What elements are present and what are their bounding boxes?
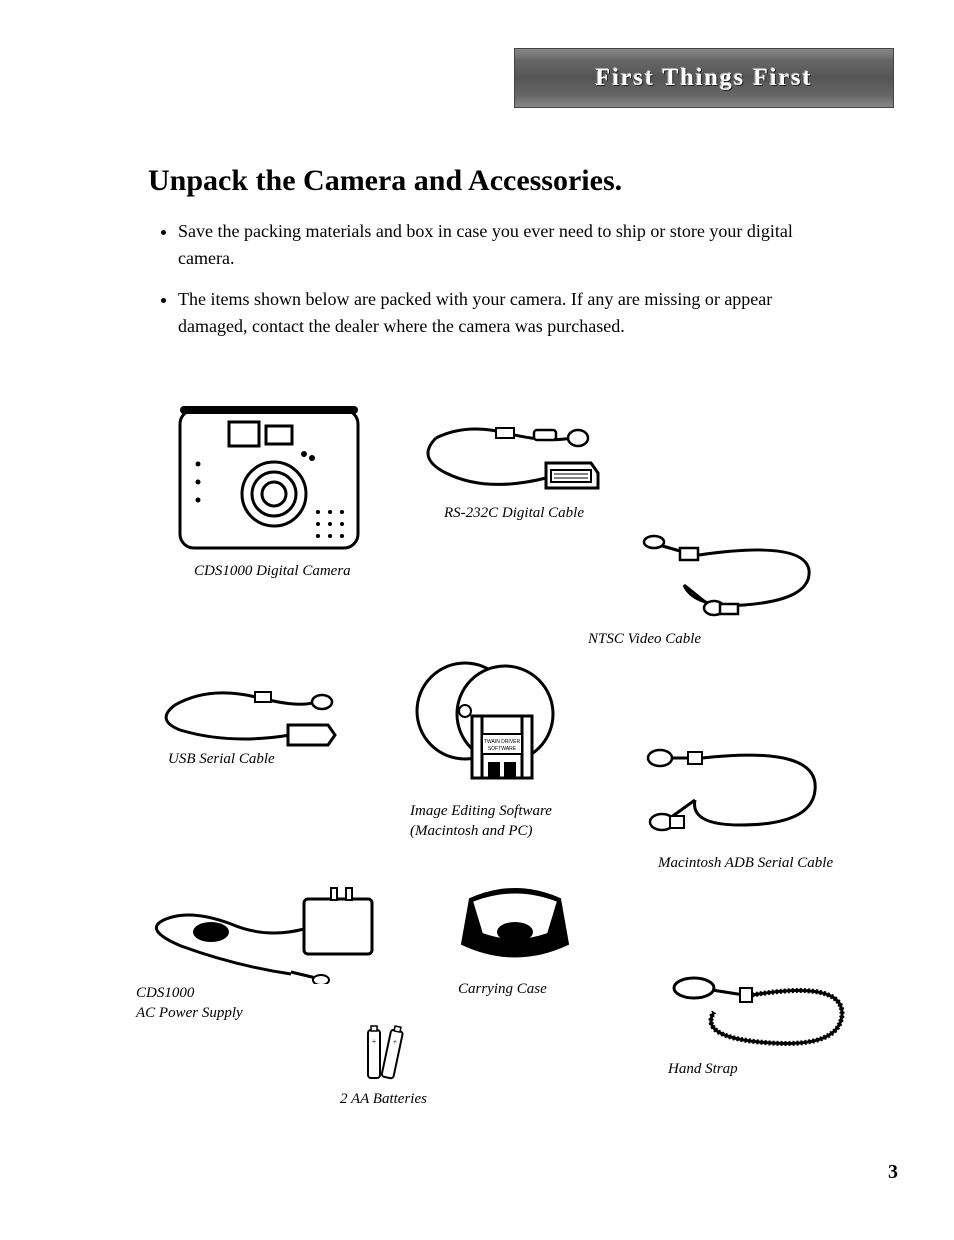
item-camera: CDS1000 Digital Camera	[174, 404, 364, 582]
item-usb: USB Serial Cable	[160, 680, 350, 770]
caption-camera: CDS1000 Digital Camera	[194, 562, 364, 582]
caption-ntsc: NTSC Video Cable	[588, 630, 824, 650]
software-icon: TWAIN DRIVER SOFTWARE	[410, 656, 570, 796]
caption-adb: Macintosh ADB Serial Cable	[658, 854, 833, 874]
caption-batteries: 2 AA Batteries	[340, 1090, 430, 1110]
rs232-cable-icon	[426, 418, 616, 498]
caption-software: Image Editing Software (Macintosh and PC…	[410, 802, 570, 841]
page-title: Unpack the Camera and Accessories.	[148, 164, 622, 198]
svg-text:TWAIN DRIVER: TWAIN DRIVER	[484, 739, 521, 745]
item-power: CDS1000 AC Power Supply	[136, 884, 386, 1023]
section-banner: First Things First	[514, 48, 894, 108]
ntsc-cable-icon	[584, 530, 824, 630]
item-carrying-case: Carrying Case	[450, 884, 580, 1000]
caption-carrying: Carrying Case	[458, 980, 580, 1000]
camera-icon	[174, 404, 364, 554]
item-software: TWAIN DRIVER SOFTWARE Image Editing Soft…	[410, 656, 570, 841]
instruction-item: The items shown below are packed with yo…	[178, 286, 818, 340]
item-adb: Macintosh ADB Serial Cable	[640, 740, 833, 874]
page-number: 3	[888, 1161, 898, 1184]
power-supply-icon	[136, 884, 386, 984]
svg-text:+: +	[372, 1037, 377, 1046]
item-hand-strap: Hand Strap	[664, 970, 854, 1080]
svg-text:SOFTWARE: SOFTWARE	[488, 746, 517, 752]
caption-usb: USB Serial Cable	[168, 750, 350, 770]
item-batteries: + + 2 AA Batteries	[340, 1020, 430, 1110]
instruction-item: Save the packing materials and box in ca…	[178, 218, 818, 272]
caption-power: CDS1000 AC Power Supply	[136, 984, 386, 1023]
caption-rs232: RS-232C Digital Cable	[444, 504, 616, 524]
usb-cable-icon	[160, 680, 350, 750]
carrying-case-icon	[450, 884, 580, 974]
adb-cable-icon	[640, 740, 830, 850]
hand-strap-icon	[664, 970, 854, 1060]
instruction-list: Save the packing materials and box in ca…	[178, 218, 818, 354]
item-rs232: RS-232C Digital Cable	[426, 418, 616, 524]
batteries-icon: + +	[340, 1020, 430, 1090]
item-ntsc: NTSC Video Cable	[584, 530, 824, 650]
caption-strap: Hand Strap	[668, 1060, 854, 1080]
